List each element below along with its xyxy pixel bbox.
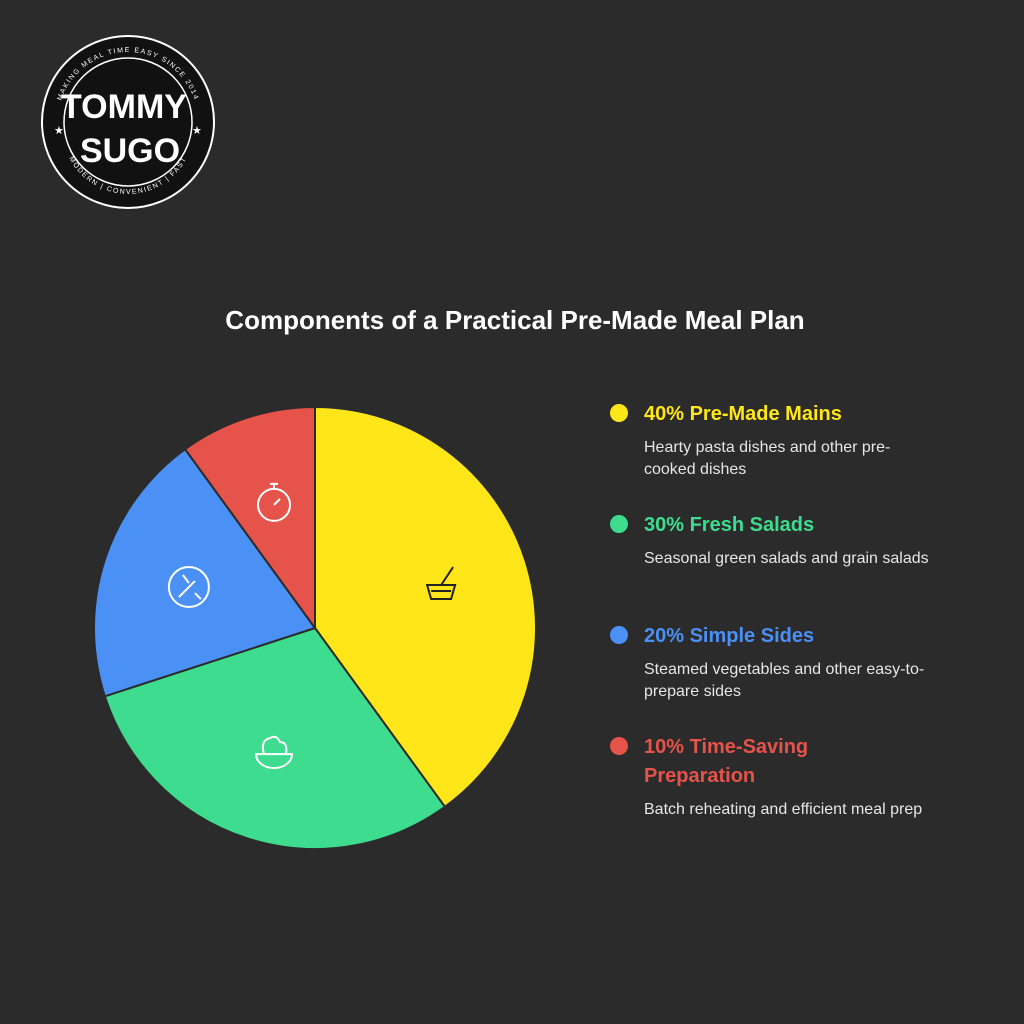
legend-item: 20% Simple Sides Steamed vegetables and o… [608, 622, 938, 703]
legend-marker [610, 515, 628, 533]
legend-category: Time-Saving Preparation [644, 736, 809, 787]
logo: MAKING MEAL TIME EASY SINCE 2014 MODERN … [41, 35, 215, 209]
legend-label: 10% Time-Saving Preparation [644, 733, 884, 791]
legend-description: Batch reheating and efficient meal prep [644, 801, 923, 818]
legend-value: 10% [644, 736, 685, 758]
pie [93, 405, 537, 850]
legend-value: 30% [644, 514, 685, 536]
slice-icon [167, 566, 210, 609]
legend-marker [610, 404, 628, 422]
legend-item: 10% Time-Saving Preparation Batch reheati… [608, 733, 938, 821]
logo-name-bottom: SUGO [80, 132, 180, 170]
logo-ring [41, 35, 215, 209]
icon-shape [425, 584, 457, 601]
legend-marker [610, 626, 628, 644]
pie-slice [93, 447, 317, 698]
icon-shape [440, 566, 454, 586]
icon-shape [270, 482, 281, 506]
legend-label: 40% Pre-Made Mains [644, 400, 884, 429]
pie-slice [314, 405, 537, 809]
logo-star: ★ [54, 125, 64, 137]
legend-item: 30% Fresh Salads Seasonal green salads an… [608, 511, 938, 570]
logo-name-top: TOMMY [61, 88, 187, 126]
legend-item: 40% Pre-Made Mains Hearty pasta dishes an… [608, 400, 938, 481]
legend-marker [610, 737, 628, 755]
legend-value: 40% [644, 403, 685, 425]
icon-shape [167, 566, 210, 609]
legend-category: Fresh Salads [689, 514, 815, 536]
legend-value: 20% [644, 625, 685, 647]
slice-icon [257, 482, 292, 522]
logo-inner-ring [63, 57, 193, 187]
legend-description: Steamed vegetables and other easy-to-pre… [644, 661, 925, 700]
icon-shape [255, 753, 294, 770]
legend-description: Hearty pasta dishes and other pre-cooked… [644, 439, 891, 478]
logo-star: ★ [192, 125, 202, 137]
legend-description: Seasonal green salads and grain salads [644, 550, 929, 567]
pie-slice [103, 626, 447, 850]
slice-icon [255, 735, 294, 770]
legend-label: 20% Simple Sides [644, 622, 884, 651]
chart-title: Components of a Practical Pre-Made Meal … [225, 305, 804, 335]
icon-shape [178, 574, 202, 600]
legend-category: Simple Sides [689, 625, 815, 647]
slice-icon [425, 566, 457, 601]
legend-category: Pre-Made Mains [689, 403, 842, 425]
icon-shape [261, 735, 288, 755]
pie-slice [183, 405, 316, 632]
legend-label: 30% Fresh Salads [644, 511, 884, 540]
